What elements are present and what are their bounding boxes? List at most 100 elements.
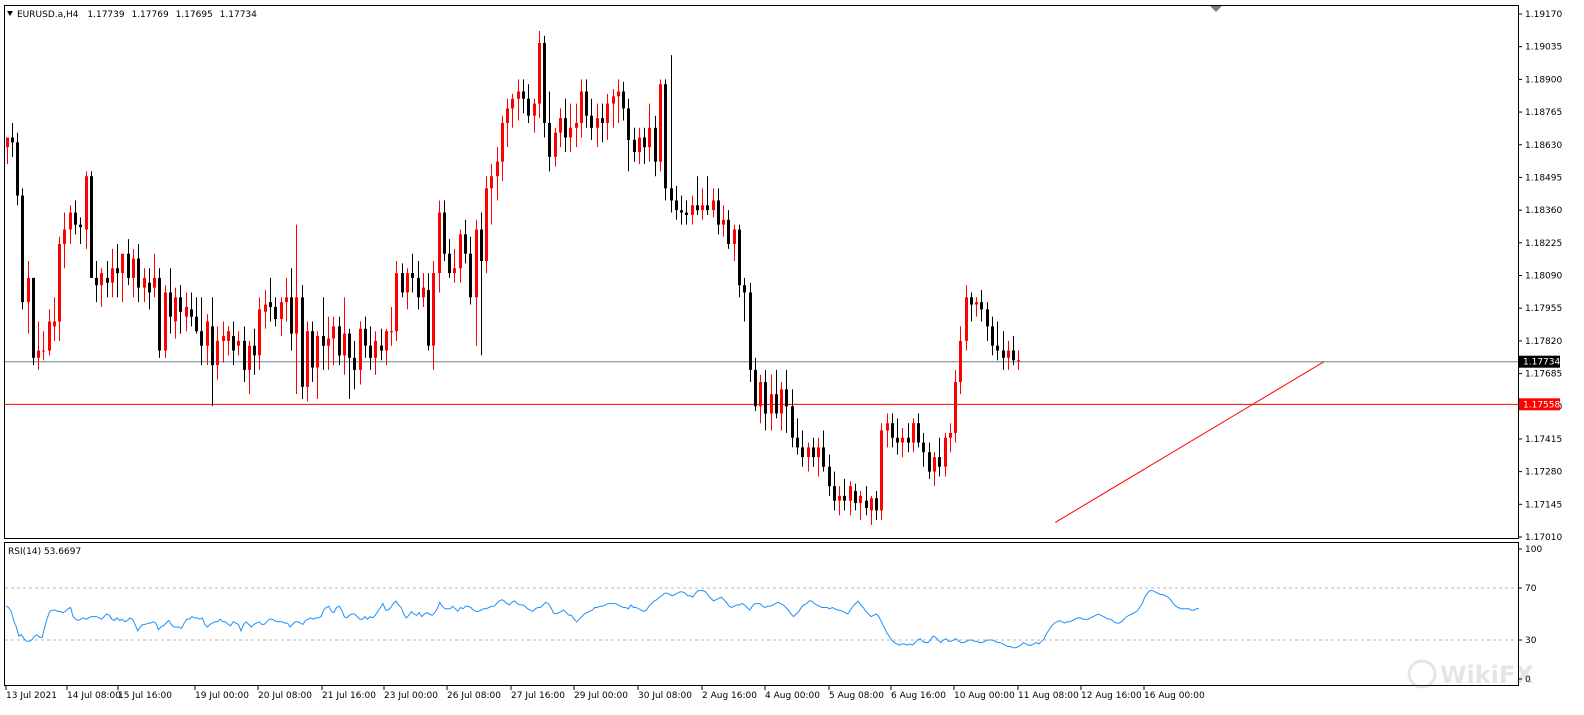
candle-body — [332, 326, 335, 339]
candle — [100, 268, 103, 307]
candle — [870, 495, 873, 525]
candle-body — [469, 253, 472, 298]
candle-body — [548, 122, 551, 157]
candle-body — [174, 297, 177, 322]
candle-body — [854, 490, 857, 504]
candle-body — [733, 229, 736, 245]
candle-body — [74, 212, 77, 225]
candle-body — [965, 297, 968, 341]
candle-body — [90, 176, 93, 278]
candle-body — [959, 340, 962, 383]
candle — [775, 369, 778, 419]
candle-body — [533, 103, 536, 116]
candle — [807, 442, 810, 472]
candle — [174, 287, 177, 339]
candle — [232, 321, 235, 366]
candle-body — [95, 277, 98, 286]
candle — [121, 253, 124, 303]
candle — [48, 309, 51, 356]
candle-body — [975, 302, 978, 305]
candle — [385, 328, 388, 366]
candle-body — [659, 84, 662, 162]
candle — [533, 98, 536, 133]
candle-body — [801, 447, 804, 458]
candle — [907, 423, 910, 453]
candle-body — [248, 345, 251, 370]
candle — [764, 369, 767, 431]
x-tick-label: 13 Jul 2021 — [6, 691, 57, 701]
candle — [132, 248, 135, 298]
candle-body — [938, 457, 941, 467]
candle-body — [79, 224, 82, 228]
candle-body — [269, 302, 272, 307]
current-price-badge — [1519, 355, 1560, 368]
candle — [216, 326, 219, 380]
candle — [638, 127, 641, 165]
candle-body — [785, 389, 788, 407]
candle — [406, 268, 409, 310]
candle — [622, 81, 625, 121]
candle-body — [727, 219, 730, 245]
rsi-y-tick-label: 30 — [1525, 636, 1537, 646]
candle-body — [432, 273, 435, 346]
candle — [206, 314, 209, 366]
candle — [691, 195, 694, 225]
candle-body — [590, 115, 593, 128]
candle-body — [691, 205, 694, 215]
candle-body — [496, 161, 499, 177]
rsi-line — [5, 590, 1199, 649]
trendline[interactable] — [1054, 361, 1325, 523]
candle-body — [490, 176, 493, 189]
candle-body — [875, 498, 878, 511]
x-tick-label: 15 Jul 16:00 — [118, 691, 172, 701]
candle-body — [564, 118, 567, 138]
y-tick-label: 1.18765 — [1525, 108, 1562, 118]
candle — [237, 331, 240, 356]
candle-body — [143, 277, 146, 288]
candle — [190, 292, 193, 327]
x-tick-label: 11 Aug 08:00 — [1018, 691, 1079, 701]
candle — [986, 302, 989, 341]
candle-body — [253, 345, 256, 356]
candle — [227, 326, 230, 356]
candle-body — [828, 466, 831, 487]
shift-marker-icon[interactable] — [1210, 6, 1222, 12]
candle — [1007, 340, 1010, 370]
candle-body — [153, 277, 156, 288]
candle-body — [116, 268, 119, 274]
candle-body — [258, 309, 261, 356]
candle — [859, 490, 862, 521]
candle — [380, 328, 383, 361]
candle-body — [675, 200, 678, 211]
candle-body — [327, 338, 330, 346]
y-tick-label: 1.17685 — [1525, 370, 1562, 380]
candle-body — [949, 432, 952, 438]
candle — [469, 236, 472, 305]
candle — [253, 328, 256, 375]
candle — [891, 413, 894, 448]
candle — [585, 79, 588, 128]
candle — [933, 452, 936, 487]
candle-body — [264, 304, 267, 312]
candle — [627, 98, 630, 172]
candle-body — [912, 423, 915, 443]
candle-body — [385, 331, 388, 351]
candle-body — [27, 277, 30, 303]
y-tick-label: 1.19170 — [1525, 10, 1562, 20]
candle-body — [706, 205, 709, 211]
candle — [453, 248, 456, 283]
candle-body — [612, 96, 615, 104]
candle-body — [280, 302, 283, 320]
x-tick-label: 29 Jul 00:00 — [574, 691, 628, 701]
candle-body — [891, 423, 894, 438]
candle — [343, 297, 346, 375]
collapse-arrow-icon[interactable] — [7, 11, 13, 16]
candle-body — [622, 91, 625, 109]
candle — [338, 316, 341, 366]
candle-body — [42, 350, 45, 352]
candle-body — [717, 200, 720, 225]
candle-body — [738, 229, 741, 286]
candle — [274, 297, 277, 327]
candle-body — [85, 176, 88, 230]
